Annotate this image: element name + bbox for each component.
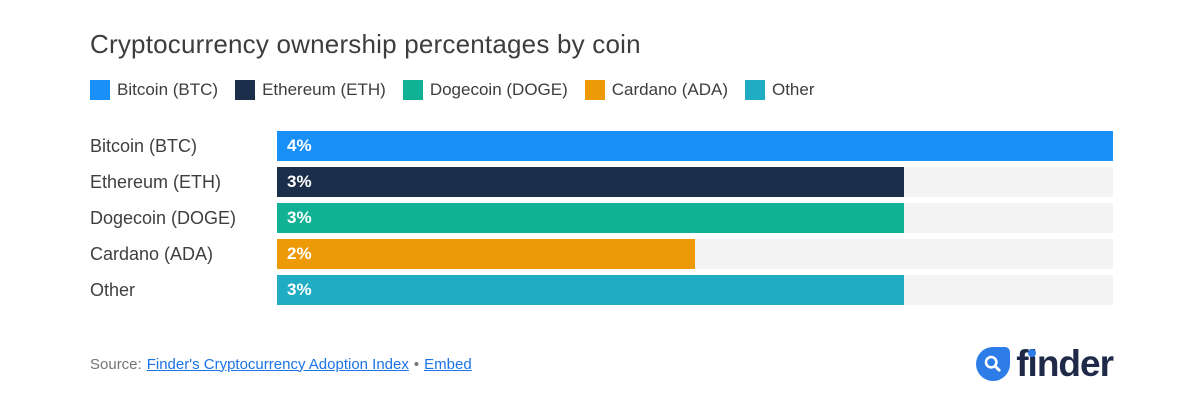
bar-row: Bitcoin (BTC) 4% (90, 131, 1113, 161)
source-separator: • (413, 355, 420, 373)
legend-item[interactable]: Dogecoin (DOGE) (402, 80, 568, 100)
bar-value-label: 3% (287, 280, 312, 299)
finder-logo[interactable]: finder (976, 342, 1114, 386)
bar-row: Dogecoin (DOGE) 3% (90, 203, 1113, 233)
legend-item[interactable]: Other (744, 80, 815, 100)
legend-label: Ethereum (ETH) (262, 80, 386, 99)
bar-track: 3% (277, 275, 1113, 305)
legend-label: Other (771, 80, 815, 99)
source-line: Source: Finder's Cryptocurrency Adoption… (90, 356, 472, 373)
bar-value-label: 3% (287, 208, 312, 227)
bar-value-label: 2% (287, 244, 312, 263)
bar-row: Other 3% (90, 275, 1113, 305)
legend: Bitcoin (BTC) Ethereum (ETH) Dogecoin (DOG… (90, 80, 1113, 100)
bar-fill: 3% (277, 167, 904, 197)
legend-label: Cardano (ADA) (611, 80, 728, 99)
bar-track: 3% (277, 167, 1113, 197)
legend-swatch-icon (90, 80, 110, 100)
legend-item[interactable]: Bitcoin (BTC) (90, 80, 218, 100)
legend-label: Dogecoin (DOGE) (429, 80, 568, 99)
category-label: Ethereum (ETH) (90, 171, 222, 192)
category-label: Cardano (ADA) (90, 243, 214, 264)
bar-track: 3% (277, 203, 1113, 233)
finder-wordmark: finder (1016, 342, 1114, 386)
source-prefix: Source: (90, 355, 142, 373)
bar-track: 4% (277, 131, 1113, 161)
legend-swatch-icon (584, 80, 605, 100)
chart-title: Cryptocurrency ownership percentages by … (90, 29, 641, 59)
bar-row: Cardano (ADA) 2% (90, 239, 1113, 269)
source-link[interactable]: Finder's Cryptocurrency Adoption Index (146, 355, 409, 373)
bar-fill: 2% (277, 239, 695, 269)
bar-value-label: 3% (287, 172, 312, 191)
category-label: Dogecoin (DOGE) (90, 207, 237, 228)
bar-row: Ethereum (ETH) 3% (90, 167, 1113, 197)
bar-fill: 3% (277, 275, 904, 305)
legend-item[interactable]: Cardano (ADA) (584, 80, 728, 100)
legend-swatch-icon (235, 80, 256, 100)
magnifier-icon (976, 347, 1011, 381)
bar-fill: 4% (277, 131, 1113, 161)
finder-i-dot (1028, 349, 1037, 357)
embed-link[interactable]: Embed (424, 355, 472, 373)
category-label: Bitcoin (BTC) (90, 135, 198, 156)
legend-item[interactable]: Ethereum (ETH) (235, 80, 386, 100)
bar-chart: Bitcoin (BTC) 4% Ethereum (ETH) 3% Dogecoin … (90, 131, 1113, 305)
legend-swatch-icon (402, 80, 423, 100)
bar-track: 2% (277, 239, 1113, 269)
bar-fill: 3% (277, 203, 904, 233)
legend-swatch-icon (744, 80, 765, 100)
category-label: Other (90, 279, 136, 300)
chart-footer: Source: Finder's Cryptocurrency Adoption… (90, 342, 1114, 386)
legend-label: Bitcoin (BTC) (117, 80, 219, 99)
bar-value-label: 4% (287, 136, 312, 155)
